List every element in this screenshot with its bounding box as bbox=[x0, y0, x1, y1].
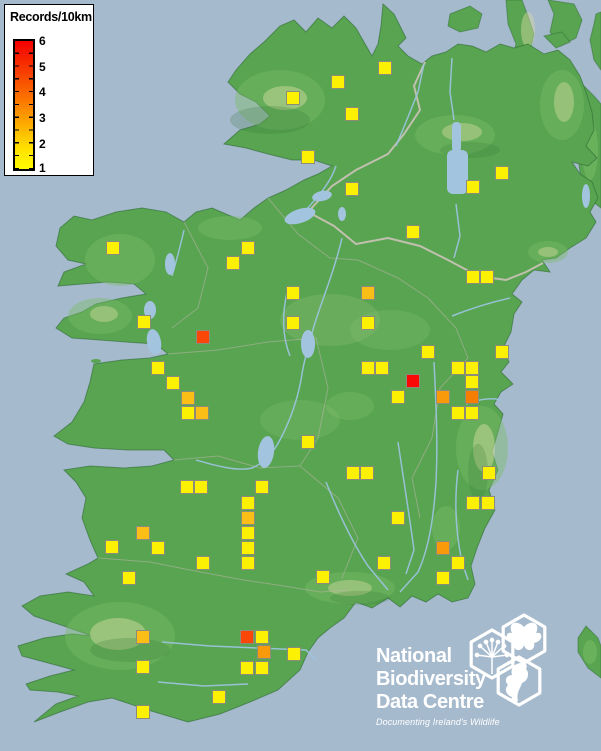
grid-cell[interactable] bbox=[137, 315, 151, 329]
grid-cell[interactable] bbox=[106, 241, 120, 255]
grid-cell[interactable] bbox=[212, 690, 226, 704]
grid-cell[interactable] bbox=[195, 406, 209, 420]
dandelion-icon bbox=[474, 637, 510, 674]
grid-cell[interactable] bbox=[194, 480, 208, 494]
grid-cell[interactable] bbox=[451, 556, 465, 570]
grid-cell[interactable] bbox=[301, 150, 315, 164]
grid-cell[interactable] bbox=[361, 286, 375, 300]
grid-cell[interactable] bbox=[391, 390, 405, 404]
grid-cell[interactable] bbox=[421, 345, 435, 359]
grid-cell[interactable] bbox=[286, 316, 300, 330]
hexagon-butterfly bbox=[501, 613, 547, 665]
grid-cell[interactable] bbox=[406, 225, 420, 239]
grid-cell[interactable] bbox=[286, 286, 300, 300]
seahorse-icon bbox=[505, 663, 529, 702]
grid-cell[interactable] bbox=[436, 571, 450, 585]
grid-cell[interactable] bbox=[151, 361, 165, 375]
legend-tick: 3 bbox=[39, 111, 46, 125]
grid-cell[interactable] bbox=[136, 705, 150, 719]
grid-cell[interactable] bbox=[482, 466, 496, 480]
grid-cell[interactable] bbox=[257, 645, 271, 659]
grid-cell[interactable] bbox=[255, 630, 269, 644]
grid-cell[interactable] bbox=[241, 556, 255, 570]
grid-cell[interactable] bbox=[136, 660, 150, 674]
legend-title: Records/10km bbox=[10, 10, 92, 24]
grid-cell[interactable] bbox=[495, 345, 509, 359]
grid-cell[interactable] bbox=[465, 406, 479, 420]
legend-gradient-bar bbox=[13, 39, 35, 171]
grid-cell[interactable] bbox=[316, 570, 330, 584]
legend-tick-labels: 6 5 4 3 2 1 bbox=[39, 5, 59, 175]
nbdc-logo: National Biodiversity Data Centre Docume… bbox=[374, 611, 594, 741]
grid-cell[interactable] bbox=[241, 241, 255, 255]
grid-cell[interactable] bbox=[240, 661, 254, 675]
grid-cell[interactable] bbox=[480, 270, 494, 284]
grid-cell[interactable] bbox=[495, 166, 509, 180]
grid-cell[interactable] bbox=[346, 466, 360, 480]
nbdc-hexagons-icon bbox=[469, 613, 547, 707]
grid-cell[interactable] bbox=[241, 541, 255, 555]
legend-tick: 4 bbox=[39, 85, 46, 99]
grid-cell[interactable] bbox=[286, 91, 300, 105]
grid-cell[interactable] bbox=[166, 376, 180, 390]
grid-cell[interactable] bbox=[331, 75, 345, 89]
grid-cell[interactable] bbox=[406, 374, 420, 388]
grid-cell[interactable] bbox=[360, 466, 374, 480]
logo-line-1: National bbox=[376, 645, 452, 667]
grid-cell[interactable] bbox=[226, 256, 240, 270]
grid-cell[interactable] bbox=[466, 180, 480, 194]
grid-cell[interactable] bbox=[451, 406, 465, 420]
legend-tick: 2 bbox=[39, 137, 46, 151]
grid-cell[interactable] bbox=[301, 435, 315, 449]
grid-cell[interactable] bbox=[465, 390, 479, 404]
grid-cell[interactable] bbox=[391, 511, 405, 525]
grid-cell[interactable] bbox=[481, 496, 495, 510]
grid-cell[interactable] bbox=[241, 511, 255, 525]
logo-line-2: Biodiversity bbox=[376, 668, 486, 690]
grid-cell[interactable] bbox=[136, 630, 150, 644]
grid-cell[interactable] bbox=[287, 647, 301, 661]
grid-cell[interactable] bbox=[465, 375, 479, 389]
grid-cell[interactable] bbox=[181, 406, 195, 420]
grid-cell[interactable] bbox=[377, 556, 391, 570]
grid-cell[interactable] bbox=[255, 661, 269, 675]
grid-cell[interactable] bbox=[122, 571, 136, 585]
grid-cell[interactable] bbox=[345, 182, 359, 196]
grid-cell[interactable] bbox=[151, 541, 165, 555]
grid-cell[interactable] bbox=[436, 390, 450, 404]
grid-cell[interactable] bbox=[241, 526, 255, 540]
grid-cell[interactable] bbox=[240, 630, 254, 644]
nbdc-logo-text: National Biodiversity Data Centre Docume… bbox=[376, 645, 500, 727]
grid-cell[interactable] bbox=[196, 330, 210, 344]
butterfly-icon bbox=[506, 622, 542, 651]
grid-cell[interactable] bbox=[136, 526, 150, 540]
hexagon-seahorse bbox=[496, 655, 542, 707]
legend-tick: 5 bbox=[39, 60, 46, 74]
logo-line-3: Data Centre bbox=[376, 691, 484, 713]
grid-cell[interactable] bbox=[180, 480, 194, 494]
grid-cell[interactable] bbox=[241, 496, 255, 510]
legend-tick: 6 bbox=[39, 34, 46, 48]
grid-cell[interactable] bbox=[465, 361, 479, 375]
legend: Records/10km 6 5 4 3 2 1 bbox=[4, 4, 94, 176]
grid-cell[interactable] bbox=[255, 480, 269, 494]
grid-cell[interactable] bbox=[466, 496, 480, 510]
legend-tick: 1 bbox=[39, 161, 46, 175]
grid-cell[interactable] bbox=[345, 107, 359, 121]
grid-cell[interactable] bbox=[451, 361, 465, 375]
grid-cell[interactable] bbox=[105, 540, 119, 554]
grid-cell[interactable] bbox=[196, 556, 210, 570]
grid-cell[interactable] bbox=[375, 361, 389, 375]
grid-cell[interactable] bbox=[361, 316, 375, 330]
grid-cell[interactable] bbox=[466, 270, 480, 284]
grid-cell[interactable] bbox=[436, 541, 450, 555]
grid-cell[interactable] bbox=[181, 391, 195, 405]
lakes bbox=[144, 122, 590, 468]
grid-cell[interactable] bbox=[361, 361, 375, 375]
grid-cell[interactable] bbox=[378, 61, 392, 75]
logo-tagline: Documenting Ireland's Wildlife bbox=[376, 717, 500, 727]
